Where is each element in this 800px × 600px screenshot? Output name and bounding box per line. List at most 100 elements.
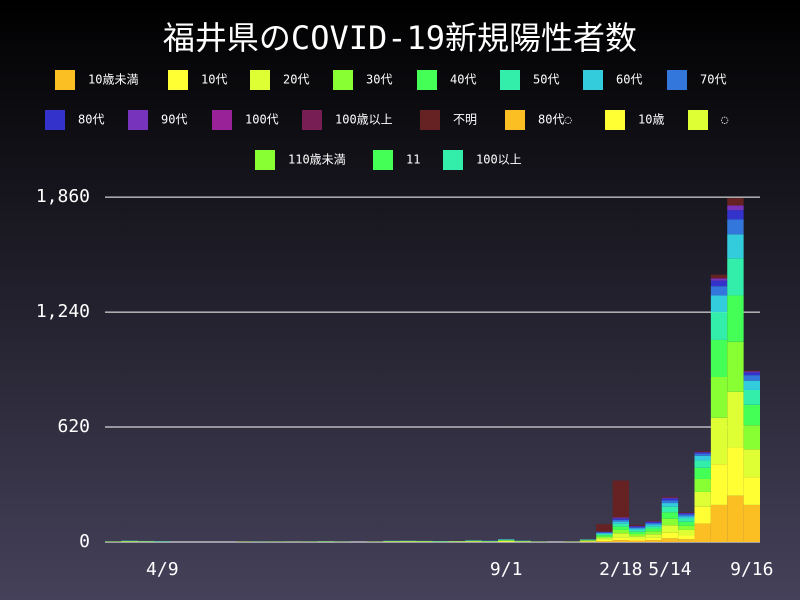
bar-segment xyxy=(661,496,679,498)
legend-swatch xyxy=(333,70,353,90)
legend-swatch xyxy=(302,110,322,130)
bar-segment xyxy=(661,512,679,519)
bar-segment xyxy=(661,532,679,539)
bar-segment xyxy=(678,521,695,526)
legend-swatch xyxy=(373,150,393,170)
bar-segment xyxy=(645,526,662,529)
bar-segment xyxy=(661,497,679,499)
bar-segment xyxy=(629,526,646,528)
bar-segment xyxy=(612,521,629,524)
bar-segment xyxy=(596,541,613,542)
bar-segment xyxy=(596,539,613,542)
bar-segment xyxy=(465,541,482,542)
bar-segment xyxy=(596,531,613,533)
legend-label: 20代 xyxy=(283,73,309,87)
legend-swatch xyxy=(505,110,525,130)
bar-segment xyxy=(661,518,679,526)
bar-segment xyxy=(612,526,629,530)
bar-segment xyxy=(498,540,515,542)
legend-swatch xyxy=(212,110,232,130)
bar-segment xyxy=(727,258,744,296)
bar-segment xyxy=(710,464,728,505)
bar-segment xyxy=(678,513,695,515)
bar-segment xyxy=(743,372,760,376)
legend-swatch xyxy=(667,70,687,90)
bar-segment xyxy=(710,274,728,279)
bar-segment xyxy=(612,518,629,520)
bar-segment xyxy=(710,278,728,281)
bar-segment xyxy=(661,525,679,533)
bar-segment xyxy=(645,521,662,523)
bar-segment xyxy=(694,455,711,461)
bar-segment xyxy=(596,524,613,532)
bar-segment xyxy=(710,280,728,287)
legend-label: 30代 xyxy=(366,73,392,87)
y-tick-label: 1,240 xyxy=(36,301,90,322)
bar-segment xyxy=(612,523,629,527)
legend-label: 40代 xyxy=(450,73,476,87)
legend-label: 80代 xyxy=(78,113,104,127)
bar-segment xyxy=(661,503,679,507)
bar-segment xyxy=(645,528,662,532)
y-tick-label: 620 xyxy=(57,416,90,437)
x-tick-label: 4/9 xyxy=(146,559,179,580)
bar-segment xyxy=(596,533,613,535)
legend-label: ◌ xyxy=(721,113,728,127)
x-tick-label: 5/14 xyxy=(648,559,691,580)
bar-segment xyxy=(727,341,744,392)
bar-segment xyxy=(727,447,744,496)
bar-segment xyxy=(678,516,695,519)
legend-swatch xyxy=(500,70,520,90)
bar-segment xyxy=(629,536,646,540)
chart-title: 福井県のCOVID-19新規陽性者数 xyxy=(163,19,637,57)
bar-segment xyxy=(710,295,728,313)
legend-label: 110歳未満 xyxy=(288,153,346,167)
bar-segment xyxy=(743,404,760,426)
bar-segment xyxy=(645,520,662,522)
bar-segment xyxy=(678,512,695,513)
bar-segment xyxy=(661,506,679,513)
legend-label: 50代 xyxy=(533,73,559,87)
legend-swatch xyxy=(255,150,275,170)
bar-segment xyxy=(629,531,646,535)
legend-swatch xyxy=(45,110,65,130)
legend-swatch xyxy=(583,70,603,90)
bar-segment xyxy=(612,533,629,538)
bar-segment xyxy=(612,537,629,541)
bar-segment xyxy=(596,538,613,540)
bar-segment xyxy=(743,370,760,372)
legend-label: 10歳未満 xyxy=(88,73,138,87)
bar-segment xyxy=(694,467,711,479)
legend-swatch xyxy=(688,110,708,130)
bar-segment xyxy=(645,531,662,535)
legend-label: 11 xyxy=(406,153,420,167)
bar-segment xyxy=(629,529,646,532)
bar-segment xyxy=(678,518,695,522)
bar-segment xyxy=(710,417,728,465)
y-tick-label: 0 xyxy=(79,531,90,552)
bar-segment xyxy=(743,389,760,405)
bar-segment xyxy=(727,219,744,235)
bar-segment xyxy=(579,540,597,542)
legend-swatch xyxy=(605,110,625,130)
bar-segment xyxy=(645,521,662,522)
bar-segment xyxy=(645,534,662,538)
bar-segment xyxy=(727,495,744,542)
bar-segment xyxy=(596,536,613,539)
bar-segment xyxy=(727,205,744,211)
bar-segment xyxy=(645,540,662,542)
legend-swatch xyxy=(128,110,148,130)
legend-swatch xyxy=(250,70,270,90)
bar-segment xyxy=(743,375,760,381)
legend-swatch xyxy=(168,70,188,90)
legend-label: 90代 xyxy=(161,113,187,127)
bar-segment xyxy=(743,425,760,450)
bar-segment xyxy=(710,504,728,542)
legend-label: 70代 xyxy=(700,73,726,87)
bar-segment xyxy=(629,540,646,542)
bar-segment xyxy=(678,529,695,536)
bar-segment xyxy=(612,540,629,542)
bar-segment xyxy=(612,517,629,519)
bar-segment xyxy=(678,525,695,530)
